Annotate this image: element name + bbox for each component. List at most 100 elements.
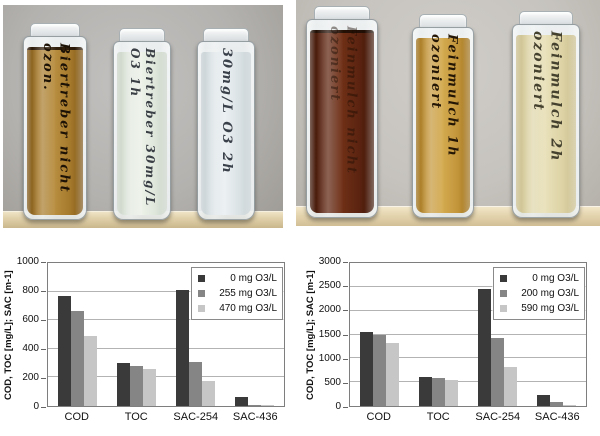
- gridline: [48, 319, 284, 321]
- bar-group-sac-436: [235, 263, 274, 406]
- legend-label: 470 mg O3/L: [219, 303, 277, 314]
- gridline: [350, 309, 586, 311]
- vial-label: Biertreber nicht ozon.: [40, 43, 72, 194]
- legend-label: 0 mg O3/L: [532, 273, 579, 284]
- y-axis-label: COD, TOC [mg/L]; SAC [m-1]: [305, 270, 316, 400]
- bar: [360, 331, 373, 406]
- legend-swatch: [198, 290, 205, 297]
- bar: [71, 310, 84, 406]
- bar: [261, 405, 274, 406]
- legend-label: 255 mg O3/L: [219, 288, 277, 299]
- legend-item: 0 mg O3/L: [500, 271, 579, 286]
- y-tick-label: 3000: [318, 256, 349, 267]
- vial-feinmulch-1h: Feinmulch 1h ozoniert: [412, 14, 474, 218]
- bar-group-toc: [419, 263, 458, 406]
- vial-body: Feinmulch 1h ozoniert: [412, 27, 474, 218]
- gridline: [350, 381, 586, 383]
- bar: [143, 368, 156, 406]
- vial-label: Feinmulch 2h ozoniert: [530, 31, 564, 163]
- legend: 0 mg O3/L 255 mg O3/L 470 mg O3/L: [191, 267, 283, 320]
- vial-label: Feinmulch 1h ozoniert: [428, 34, 460, 158]
- legend-label: 590 mg O3/L: [521, 303, 579, 314]
- y-axis-ticks: 0 200 400 600 800 1000: [16, 256, 47, 412]
- x-axis-labels: COD TOC SAC-254 SAC-436: [47, 411, 285, 423]
- bar-group-cod: [360, 263, 399, 406]
- legend-item: 590 mg O3/L: [500, 301, 579, 316]
- y-tick-label: 800: [22, 285, 46, 296]
- legend-swatch: [500, 290, 507, 297]
- bar: [491, 337, 504, 406]
- bar-group-toc: [117, 263, 156, 406]
- vial-feinmulch-2h: Feinmulch 2h ozoniert: [512, 11, 580, 218]
- x-category-label: TOC: [124, 411, 148, 423]
- gridline: [350, 357, 586, 359]
- vial-biertreber-2h: 30mg/L O3 2h: [197, 28, 255, 220]
- y-tick-label: 1000: [16, 256, 47, 267]
- y-tick-label: 0: [335, 401, 348, 412]
- legend-item: 470 mg O3/L: [198, 301, 277, 316]
- gridline: [48, 376, 284, 378]
- x-category-label: TOC: [426, 411, 450, 423]
- y-tick-label: 1000: [318, 352, 349, 364]
- y-tick-label: 400: [22, 343, 46, 354]
- vial-body: Feinmulch nicht ozoniert: [306, 19, 378, 218]
- bar: [386, 343, 399, 406]
- legend-swatch: [198, 275, 205, 282]
- gridline: [48, 290, 284, 292]
- y-tick-label: 1500: [318, 328, 349, 340]
- legend-item: 200 mg O3/L: [500, 286, 579, 301]
- legend-item: 255 mg O3/L: [198, 286, 277, 301]
- legend-label: 0 mg O3/L: [230, 273, 277, 284]
- legend-item: 0 mg O3/L: [198, 271, 277, 286]
- x-category-label: SAC-254: [173, 411, 219, 423]
- bar: [537, 394, 550, 406]
- vial-body: 30mg/L O3 2h: [197, 41, 255, 220]
- x-category-label: SAC-436: [232, 411, 278, 423]
- x-axis-labels: COD TOC SAC-254 SAC-436: [349, 411, 587, 423]
- gridline: [350, 285, 586, 287]
- y-axis-ticks: 0 500 1000 1500 2000 2500 3000: [318, 256, 349, 412]
- y-tick-label: 500: [324, 376, 348, 388]
- bar: [202, 380, 215, 406]
- legend-swatch: [198, 305, 205, 312]
- bar: [189, 361, 202, 406]
- legend-swatch: [500, 275, 507, 282]
- bar: [248, 404, 261, 406]
- bar: [563, 404, 576, 406]
- bar: [419, 377, 432, 406]
- vial-label: 30mg/L O3 2h: [219, 48, 235, 175]
- bar: [58, 295, 71, 406]
- vial-body: Biertreber nicht ozon.: [23, 36, 87, 220]
- y-tick-label: 0: [33, 401, 46, 412]
- x-category-label: COD: [64, 411, 89, 423]
- bar-group-sac-436: [537, 263, 576, 406]
- y-axis-label: COD, TOC [mg/L]; SAC [m-1]: [3, 270, 14, 400]
- vial-body: Feinmulch 2h ozoniert: [512, 24, 580, 218]
- vial-body: Biertreber 30mg/L O3 1h: [113, 41, 171, 220]
- legend-swatch: [500, 305, 507, 312]
- bars-container: [48, 263, 284, 406]
- vial-label: Feinmulch nicht ozoniert: [327, 26, 359, 175]
- plot-area: 0 mg O3/L 255 mg O3/L 470 mg O3/L: [47, 262, 285, 407]
- y-tick-label: 200: [22, 372, 46, 383]
- bar: [235, 397, 248, 406]
- vial-label: Biertreber 30mg/L O3 1h: [128, 48, 157, 208]
- gridline: [48, 347, 284, 349]
- bars-container: [350, 263, 586, 406]
- legend: 0 mg O3/L 200 mg O3/L 590 mg O3/L: [493, 267, 585, 320]
- chart-feinmulch: COD, TOC [mg/L]; SAC [m-1] 0 500 1000 1500 2…: [302, 252, 600, 434]
- vial-feinmulch-untreated: Feinmulch nicht ozoniert: [306, 6, 378, 218]
- bar: [117, 363, 130, 406]
- photo-feinmulch-vials: Feinmulch nicht ozoniert Feinmulch 1h oz…: [296, 0, 600, 226]
- bar: [445, 379, 458, 406]
- bar: [176, 290, 189, 406]
- plot-area: 0 mg O3/L 200 mg O3/L 590 mg O3/L: [349, 262, 587, 407]
- bar: [432, 377, 445, 406]
- y-tick-label: 2500: [318, 280, 349, 292]
- bar-group-cod: [58, 263, 97, 406]
- y-tick-label: 600: [22, 314, 46, 325]
- bar: [550, 401, 563, 406]
- gridline: [350, 333, 586, 335]
- x-category-label: SAC-436: [534, 411, 580, 423]
